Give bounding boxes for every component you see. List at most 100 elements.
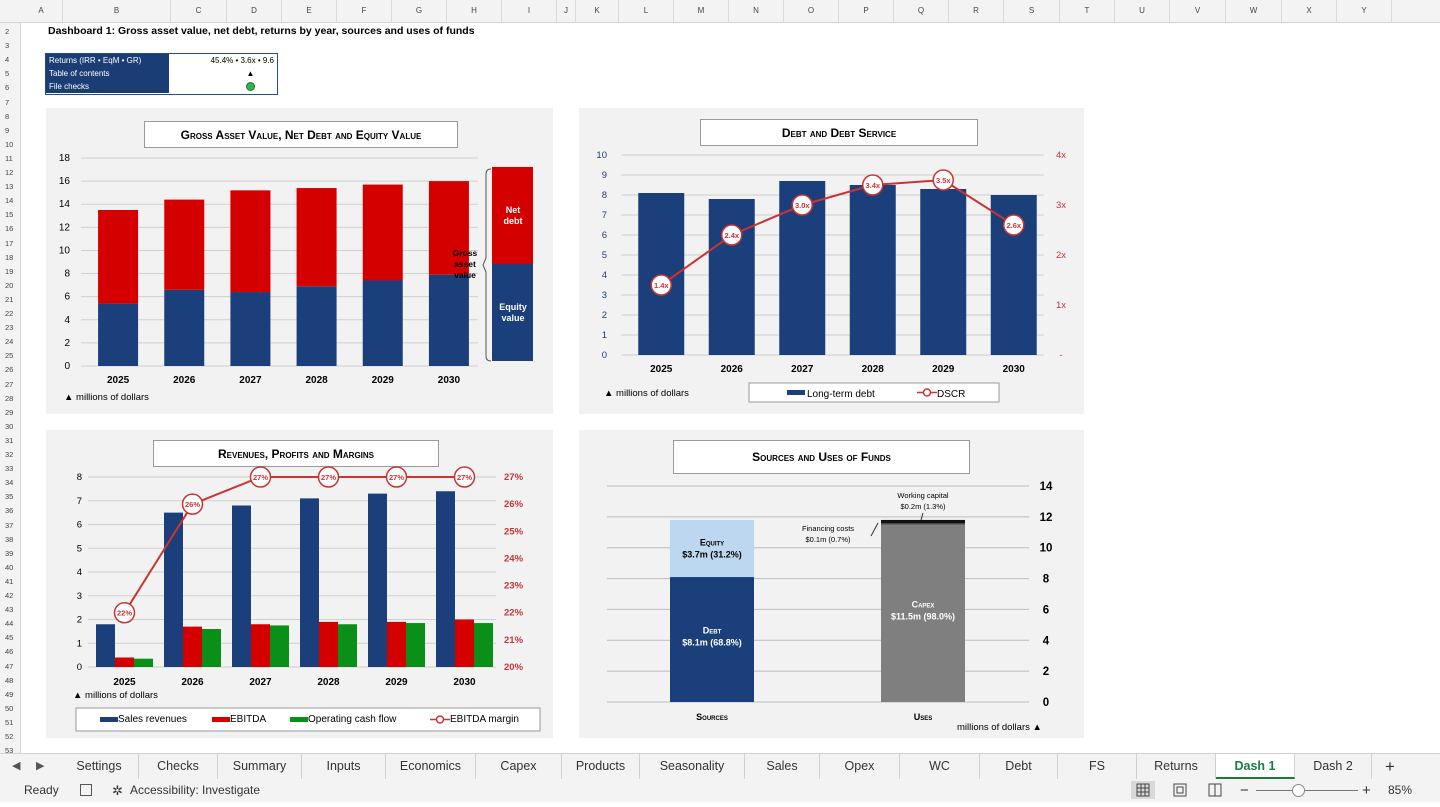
- row-header-12[interactable]: 12: [5, 168, 14, 177]
- column-header-J[interactable]: J: [557, 0, 576, 22]
- row-header-34[interactable]: 34: [5, 478, 14, 488]
- row-header-8[interactable]: 8: [5, 111, 10, 121]
- row-header-31[interactable]: 31: [5, 435, 14, 445]
- gav-chart-panel[interactable]: Gross Asset Value, Net Debt and Equity V…: [46, 108, 553, 414]
- tab-economics[interactable]: Economics: [386, 754, 476, 779]
- scroll-tabs-left-icon[interactable]: ◀: [12, 760, 21, 772]
- column-header-N[interactable]: N: [729, 0, 784, 22]
- column-header-H[interactable]: H: [447, 0, 502, 22]
- row-header-48[interactable]: 48: [5, 675, 14, 685]
- row-header-24[interactable]: 24: [5, 337, 14, 347]
- accessibility-icon[interactable]: ✲: [112, 783, 123, 798]
- row-header-19[interactable]: 19: [5, 266, 14, 276]
- su-chart-panel[interactable]: Sources and Uses of Funds 0 2 4 6 8 10 12 14 Equ…: [579, 430, 1084, 738]
- column-header-Q[interactable]: Q: [894, 0, 949, 22]
- row-header-52[interactable]: 52: [5, 732, 14, 741]
- row-header-41[interactable]: 41: [5, 576, 14, 586]
- row-header-21[interactable]: 21: [5, 294, 14, 304]
- row-header-43[interactable]: 43: [5, 605, 14, 615]
- tab-dash-2[interactable]: Dash 2: [1295, 754, 1372, 779]
- column-header-R[interactable]: R: [949, 0, 1004, 22]
- column-header-K[interactable]: K: [576, 0, 619, 22]
- row-header-4[interactable]: 4: [5, 55, 10, 65]
- macro-record-icon[interactable]: [80, 784, 92, 796]
- page-break-button[interactable]: [1206, 781, 1224, 799]
- row-header-3[interactable]: 3: [5, 41, 10, 51]
- row-header-27[interactable]: 27: [5, 379, 14, 389]
- normal-view-button[interactable]: [1131, 781, 1155, 799]
- row-header-29[interactable]: 29: [5, 407, 14, 417]
- row-header-20[interactable]: 20: [5, 280, 14, 290]
- checks-value[interactable]: [169, 80, 276, 93]
- column-header-Y[interactable]: Y: [1337, 0, 1392, 22]
- row-header-18[interactable]: 18: [5, 252, 14, 262]
- column-header-W[interactable]: W: [1226, 0, 1282, 22]
- row-header-25[interactable]: 25: [5, 351, 14, 361]
- column-header-C[interactable]: C: [171, 0, 227, 22]
- row-header-7[interactable]: 7: [5, 97, 10, 107]
- column-header-S[interactable]: S: [1004, 0, 1060, 22]
- column-header-I[interactable]: I: [502, 0, 557, 22]
- row-header-42[interactable]: 42: [5, 591, 14, 600]
- row-header-53[interactable]: 53: [5, 746, 14, 756]
- row-header-33[interactable]: 33: [5, 464, 14, 474]
- row-header-11[interactable]: 11: [5, 153, 13, 163]
- tab-returns[interactable]: Returns: [1137, 754, 1216, 779]
- row-header-50[interactable]: 50: [5, 703, 14, 713]
- column-header-V[interactable]: V: [1170, 0, 1226, 22]
- row-header-23[interactable]: 23: [5, 323, 14, 333]
- rev-chart-panel[interactable]: Revenues, Profits and Margins 0 1 2 3 4 5 6 7 8 2…: [46, 430, 553, 738]
- row-header-49[interactable]: 49: [5, 689, 14, 699]
- row-header-44[interactable]: 44: [5, 619, 14, 629]
- tab-seasonality[interactable]: Seasonality: [640, 754, 745, 779]
- row-header-36[interactable]: 36: [5, 506, 14, 516]
- column-header-X[interactable]: X: [1282, 0, 1337, 22]
- tab-opex[interactable]: Opex: [820, 754, 900, 779]
- column-header-U[interactable]: U: [1115, 0, 1170, 22]
- accessibility-status[interactable]: Accessibility: Investigate: [130, 783, 261, 797]
- row-header-26[interactable]: 26: [5, 365, 14, 375]
- row-header-30[interactable]: 30: [5, 421, 14, 431]
- row-header-45[interactable]: 45: [5, 633, 14, 643]
- row-header-15[interactable]: 15: [5, 210, 14, 220]
- column-header-B[interactable]: B: [63, 0, 171, 22]
- tab-checks[interactable]: Checks: [139, 754, 218, 779]
- row-header-5[interactable]: 5: [5, 69, 10, 79]
- row-header-46[interactable]: 46: [5, 647, 14, 657]
- zoom-out-icon[interactable]: −: [1240, 782, 1249, 799]
- row-header-17[interactable]: 17: [5, 238, 14, 248]
- tab-settings[interactable]: Settings: [60, 754, 139, 779]
- toc-link-icon[interactable]: ▲: [246, 69, 255, 78]
- column-header-T[interactable]: T: [1060, 0, 1115, 22]
- column-header-E[interactable]: E: [282, 0, 337, 22]
- column-header-M[interactable]: M: [674, 0, 729, 22]
- row-header-32[interactable]: 32: [5, 450, 14, 459]
- row-header-47[interactable]: 47: [5, 661, 14, 671]
- tab-inputs[interactable]: Inputs: [302, 754, 386, 779]
- column-header-D[interactable]: D: [227, 0, 282, 22]
- tab-products[interactable]: Products: [562, 754, 640, 779]
- row-header-2[interactable]: 2: [5, 27, 10, 36]
- row-header-22[interactable]: 22: [5, 309, 14, 318]
- row-header-35[interactable]: 35: [5, 492, 14, 502]
- row-header-14[interactable]: 14: [5, 196, 14, 206]
- row-header-38[interactable]: 38: [5, 534, 14, 544]
- row-header-40[interactable]: 40: [5, 562, 14, 572]
- zoom-slider-handle[interactable]: [1292, 784, 1305, 797]
- page-layout-button[interactable]: [1171, 781, 1189, 799]
- row-header-51[interactable]: 51: [5, 717, 14, 727]
- debt-chart-panel[interactable]: Debt and Debt Service 0 1 2 3 4 5 6 7 8 9 10 - 1x 2x 3…: [579, 108, 1084, 414]
- row-header-28[interactable]: 28: [5, 393, 14, 403]
- column-header-L[interactable]: L: [619, 0, 674, 22]
- tab-capex[interactable]: Capex: [476, 754, 562, 779]
- scroll-tabs-right-icon[interactable]: ▶: [36, 760, 45, 772]
- tab-summary[interactable]: Summary: [218, 754, 302, 779]
- tab-fs[interactable]: FS: [1058, 754, 1137, 779]
- zoom-slider[interactable]: [1256, 790, 1358, 791]
- row-header-37[interactable]: 37: [5, 520, 14, 530]
- row-header-39[interactable]: 39: [5, 548, 14, 558]
- zoom-level[interactable]: 85%: [1388, 783, 1413, 797]
- tab-dash-1[interactable]: Dash 1: [1216, 754, 1295, 779]
- column-header-G[interactable]: G: [392, 0, 447, 22]
- row-header-10[interactable]: 10: [5, 139, 14, 149]
